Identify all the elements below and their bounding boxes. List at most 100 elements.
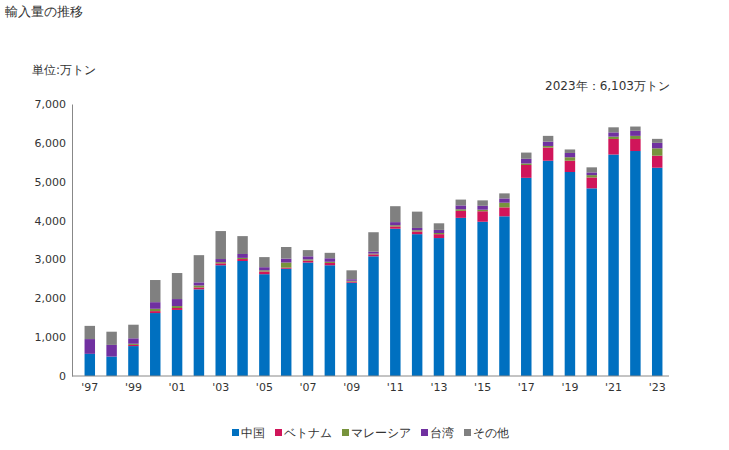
bar-segment (630, 151, 640, 376)
bar-segment (630, 136, 640, 139)
bar-segment (608, 139, 618, 155)
bar-segment (303, 263, 313, 376)
x-tick: '11 (387, 376, 404, 394)
bar-segment (412, 234, 422, 376)
bar-segment (543, 146, 553, 148)
bar-segment (215, 259, 225, 262)
legend-item: マレーシア (342, 426, 411, 440)
y-tick: 1,000 (35, 331, 73, 344)
bar-segment (281, 247, 291, 259)
series (128, 139, 662, 346)
x-tick-label: '13 (430, 381, 447, 394)
x-tick: '97 (81, 376, 98, 394)
bar-segment (587, 188, 597, 376)
x-tick-label: '11 (387, 381, 404, 394)
bar-segment (281, 263, 291, 268)
bar-segment (608, 155, 618, 376)
bar-segment (565, 157, 575, 160)
bar-segment (325, 262, 335, 263)
annotation: 2023年：6,103万トン (545, 79, 670, 93)
bar-segment (150, 280, 160, 302)
bar-segment (587, 167, 597, 172)
bars (85, 127, 663, 376)
y-tick-label: 6,000 (35, 137, 67, 150)
bar-segment (215, 265, 225, 376)
bar-segment (281, 268, 291, 269)
bar-segment (368, 256, 378, 376)
bar-segment (85, 326, 95, 339)
bar-segment (652, 143, 662, 148)
bar-segment (237, 258, 247, 259)
bar-segment (456, 211, 466, 218)
bar-segment (128, 344, 138, 345)
bar-segment (630, 131, 640, 136)
bar-segment (390, 206, 400, 222)
bar-segment (237, 261, 247, 376)
bar-segment (521, 165, 531, 178)
x-tick-label: '99 (125, 381, 142, 394)
bar-segment (106, 345, 116, 357)
y-tick-label: 3,000 (35, 253, 67, 266)
legend-swatch (232, 429, 239, 436)
bar-segment (412, 231, 422, 234)
bar-segment (608, 127, 618, 132)
bar-segment (259, 271, 269, 274)
x-tick: '05 (256, 376, 273, 394)
bar-segment (281, 269, 291, 376)
bar-segment (172, 306, 182, 308)
legend-label: マレーシア (351, 426, 411, 440)
bar-segment (521, 178, 531, 376)
bar-segment (237, 259, 247, 261)
x-tick: '17 (518, 376, 535, 394)
chart: 輸入量の推移単位:万トン2023年：6,103万トン01,0002,0003,0… (0, 0, 729, 450)
legend-item: ベトナム (275, 426, 332, 440)
bar-segment (150, 302, 160, 309)
x-tick-label: '05 (256, 381, 273, 394)
bar-segment (237, 254, 247, 258)
bar-segment (215, 262, 225, 263)
bar-segment (259, 267, 269, 270)
x-tick: '13 (430, 376, 447, 394)
series (128, 136, 662, 345)
x-tick: '21 (605, 376, 622, 394)
y-tick-label: 4,000 (35, 215, 67, 228)
bar-segment (412, 230, 422, 231)
x-tick-label: '03 (212, 381, 229, 394)
bar-segment (477, 206, 487, 210)
bar-segment (172, 273, 182, 299)
bar-segment (215, 263, 225, 265)
bar-segment (456, 205, 466, 209)
bar-segment (346, 279, 356, 281)
legend-swatch (464, 429, 471, 436)
bar-segment (412, 228, 422, 230)
bar-segment (259, 270, 269, 271)
x-tick-label: '97 (81, 381, 98, 394)
bar-segment (368, 254, 378, 256)
bar-segment (652, 148, 662, 155)
bar-segment (477, 222, 487, 376)
bar-segment (565, 161, 575, 172)
bar-segment (368, 232, 378, 251)
bar-segment (434, 230, 444, 233)
bar-segment (608, 137, 618, 139)
bar-segment (630, 127, 640, 131)
bar-segment (521, 163, 531, 165)
x-tick-label: '17 (518, 381, 535, 394)
bar-segment (456, 218, 466, 376)
bar-segment (652, 139, 662, 143)
x-tick-label: '09 (343, 381, 360, 394)
legend-swatch (275, 429, 282, 436)
bar-segment (194, 287, 204, 289)
series (85, 127, 663, 345)
bar-segment (346, 282, 356, 283)
x-tick: '99 (125, 376, 142, 394)
bar-segment (194, 285, 204, 287)
x-tick: '15 (474, 376, 491, 394)
legend: 中国ベトナムマレーシア台湾その他 (232, 426, 509, 440)
bar-segment (325, 253, 335, 258)
title: 輸入量の推移 (5, 4, 83, 19)
x-tick: '23 (649, 376, 666, 394)
bar-segment (608, 132, 618, 136)
bar-segment (281, 259, 291, 263)
x-tick: '19 (561, 376, 578, 394)
